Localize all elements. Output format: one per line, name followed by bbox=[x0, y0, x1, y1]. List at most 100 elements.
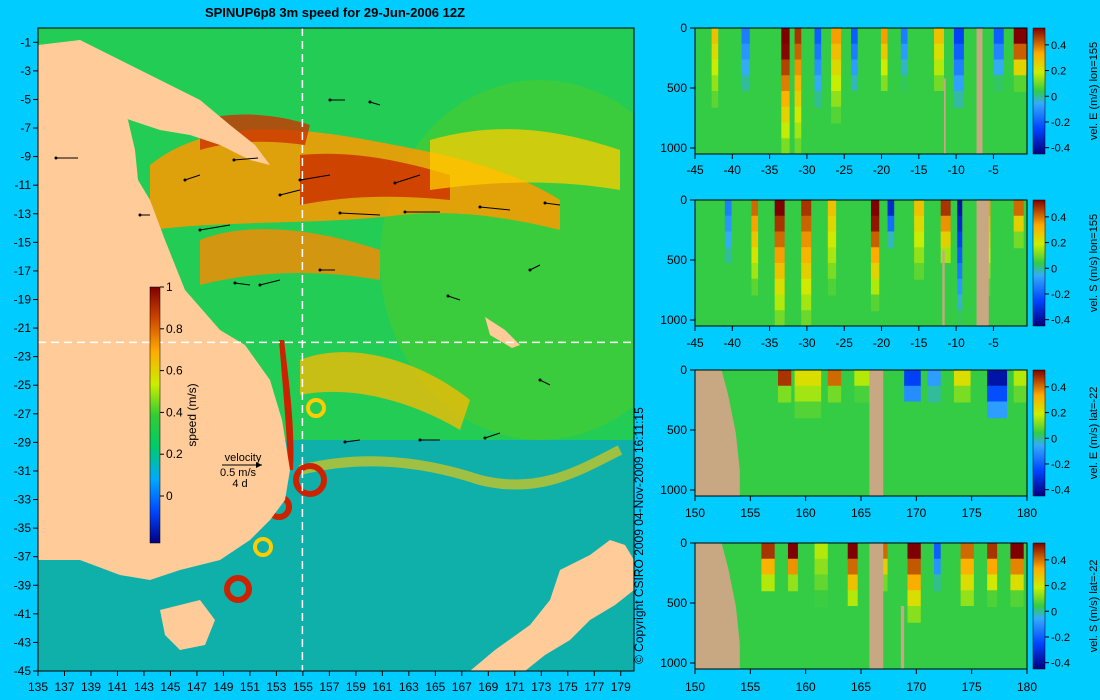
section-stripe bbox=[724, 263, 732, 280]
section-stripe bbox=[724, 247, 732, 264]
section-stripe bbox=[741, 91, 750, 108]
section-x-tick-label: 160 bbox=[796, 680, 816, 694]
map-y-tick-label: -25 bbox=[14, 378, 32, 392]
section-stripe bbox=[953, 59, 964, 77]
section-stripe bbox=[987, 543, 998, 560]
section-stripe bbox=[761, 543, 775, 560]
map-y-tick-label: -5 bbox=[20, 92, 31, 106]
section-stripe bbox=[953, 75, 964, 92]
map-x-tick-label: 135 bbox=[28, 680, 48, 694]
map-y-tick-label: -7 bbox=[20, 121, 31, 135]
section-land bbox=[942, 250, 945, 326]
section-stripe bbox=[934, 558, 941, 576]
section-colorbar-tick-label: 0.4 bbox=[1051, 382, 1066, 394]
section-stripe bbox=[801, 215, 812, 233]
section-stripe bbox=[787, 558, 798, 576]
section-colorbar-tick-label: 0.2 bbox=[1051, 408, 1066, 420]
section-stripe bbox=[870, 263, 880, 280]
section-stripe bbox=[940, 263, 951, 280]
map-y-tick-label: -11 bbox=[15, 178, 32, 192]
velocity-arrow bbox=[299, 174, 331, 181]
section-stripe bbox=[794, 75, 802, 92]
east-yellow-band bbox=[430, 129, 620, 190]
section-stripe bbox=[781, 75, 790, 92]
section-stripe bbox=[1013, 385, 1027, 403]
section-stripe bbox=[987, 558, 998, 576]
velocity-arrow bbox=[234, 282, 251, 286]
section-stripe bbox=[801, 310, 812, 326]
section-stripe bbox=[851, 75, 858, 92]
map-y-tick-label: -45 bbox=[14, 664, 32, 678]
copyright-text: © Copyright CSIRO 2009 04-Nov-2009 16:11… bbox=[632, 407, 646, 664]
section-background bbox=[695, 200, 1027, 326]
section-stripe bbox=[794, 59, 802, 77]
section-stripe bbox=[794, 370, 822, 387]
section-stripe bbox=[960, 543, 974, 560]
map-x-tick-label: 173 bbox=[531, 680, 551, 694]
section-colorbar-label: vel. E (m/s) lat=-22 bbox=[1088, 387, 1100, 480]
section-stripe bbox=[847, 543, 858, 560]
section-x-tick-label: -15 bbox=[910, 336, 928, 350]
section-stripe bbox=[1013, 370, 1027, 387]
section-stripe bbox=[993, 59, 1004, 77]
map-y-tick-label: -23 bbox=[14, 350, 32, 364]
map-y-tick-label: -3 bbox=[20, 64, 31, 78]
section-stripe bbox=[741, 59, 750, 77]
section-stripe bbox=[960, 558, 974, 576]
section-stripe bbox=[1010, 558, 1024, 576]
map-x-tick-label: 143 bbox=[134, 680, 154, 694]
section-stripe bbox=[847, 606, 858, 623]
section-x-tick-label: 165 bbox=[851, 506, 871, 520]
section-stripe bbox=[940, 247, 951, 264]
section-stripe bbox=[781, 91, 790, 108]
section-land bbox=[695, 370, 740, 496]
section-stripe bbox=[711, 91, 719, 108]
section-x-tick-label: -5 bbox=[988, 336, 999, 350]
velocity-legend-arrowhead bbox=[256, 462, 262, 468]
map-x-tick-label: 155 bbox=[293, 680, 313, 694]
section-colorbar-label: vel. S (m/s) lat=-22 bbox=[1088, 560, 1100, 653]
section-stripe bbox=[953, 370, 971, 387]
section-colorbar bbox=[1032, 369, 1046, 497]
map-y-tick-label: -9 bbox=[20, 150, 31, 164]
section-stripe bbox=[934, 43, 944, 61]
map-y-tick-label: -15 bbox=[14, 235, 32, 249]
section-stripe bbox=[993, 75, 1004, 92]
section-stripe bbox=[1013, 215, 1024, 233]
section-stripe bbox=[904, 385, 921, 403]
velocity-arrow-head bbox=[478, 205, 482, 209]
section-colorbar bbox=[1032, 27, 1046, 155]
velocity-arrow-head bbox=[278, 193, 282, 197]
speed-colorbar-tick-label: 1 bbox=[166, 280, 173, 294]
section-colorbar-tick-label: -0.4 bbox=[1051, 658, 1070, 670]
speed-colorbar-tick-label: 0.2 bbox=[166, 447, 183, 461]
section-x-tick-label: -25 bbox=[836, 163, 854, 177]
land-new-caledonia bbox=[485, 317, 520, 348]
section-y-tick-label: 500 bbox=[667, 596, 687, 610]
section-stripe bbox=[870, 294, 880, 312]
section-y-tick-label: 0 bbox=[680, 536, 687, 550]
section-stripe bbox=[761, 558, 775, 576]
section-stripe bbox=[854, 370, 871, 387]
section-stripe bbox=[957, 278, 963, 296]
section-stripe bbox=[781, 43, 790, 61]
section-stripe bbox=[907, 606, 921, 623]
section-stripe bbox=[751, 215, 759, 233]
section-y-tick-label: 500 bbox=[667, 423, 687, 437]
section-x-tick-label: -40 bbox=[724, 163, 742, 177]
map-x-tick-label: 141 bbox=[107, 680, 127, 694]
section-stripe bbox=[927, 385, 941, 403]
section-stripe bbox=[957, 200, 963, 217]
velocity-arrow bbox=[447, 295, 461, 301]
eddy-3 bbox=[224, 575, 252, 603]
section-background bbox=[695, 543, 1027, 669]
section-land bbox=[976, 200, 989, 326]
section-heatmap bbox=[695, 370, 1027, 496]
section-stripe bbox=[831, 43, 842, 61]
velocity-arrow-head bbox=[343, 440, 347, 444]
section-colorbar-tick-label: 0 bbox=[1051, 433, 1057, 445]
section-stripe bbox=[751, 200, 759, 217]
velocity-arrow bbox=[539, 379, 551, 386]
section-stripe bbox=[1010, 574, 1024, 592]
velocity-legend-scale: 0.5 m/s bbox=[220, 467, 257, 479]
